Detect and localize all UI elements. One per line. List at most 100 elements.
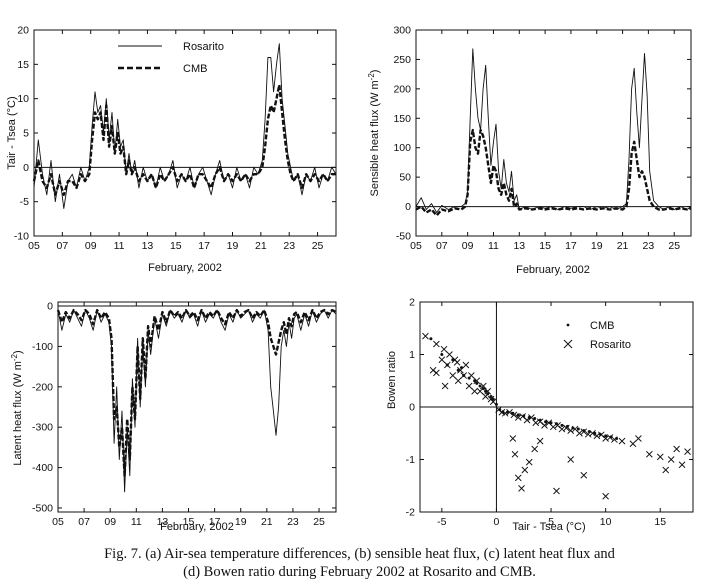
panel-b-xtick-label: 15 — [539, 240, 551, 252]
panel-b-plot-area — [415, 48, 692, 217]
panel-a-ytick-label: 10 — [17, 93, 29, 105]
panel-b-ytick-label: 150 — [393, 113, 411, 125]
panel-d-point-rosarito — [514, 414, 522, 421]
panel-d-point-rosarito — [482, 393, 489, 400]
panel-b-xtick-label: 09 — [462, 240, 474, 252]
panel-d-point-rosarito — [443, 361, 451, 369]
panel-d-point-rosarito — [554, 422, 561, 429]
legend-cmb-label: CMB — [183, 63, 207, 75]
panel-d-point-rosarito — [457, 366, 464, 374]
panel-b-xtick-label: 23 — [643, 240, 655, 252]
panel-d-xtick-label: 15 — [654, 516, 666, 528]
panel-b-xtick-label: 17 — [565, 240, 577, 252]
panel-d-point-rosarito — [514, 474, 522, 482]
panel-d-point-cmb — [604, 434, 608, 438]
panel-d-point-rosarito — [646, 450, 653, 458]
panel-d-point-rosarito — [495, 406, 502, 413]
panel-d-point-rosarito — [509, 435, 517, 442]
panel-c-plot-area — [56, 308, 337, 493]
panel-b-sensible-heat-flux: 05 07 09 11 13 15 17 19 21 23 25 -50 0 50 100 150 200 250… — [367, 25, 692, 276]
panel-a-ytick-label: 0 — [23, 162, 29, 174]
panel-d-point-rosarito — [673, 445, 680, 453]
panel-a-plot-area — [32, 43, 337, 209]
panel-d-point-rosarito — [484, 387, 492, 395]
panel-a-legend: Rosarito CMB — [118, 41, 224, 75]
panel-d-point-cmb — [456, 368, 460, 372]
panel-d-bowen-ratio: -5 0 5 10 15 -2 -1 0 1 2 Tair - Tsea (°C) Bowen r… — [386, 297, 694, 533]
panel-d-point-cmb — [475, 381, 479, 385]
panel-b-ytick-label: 100 — [393, 142, 411, 154]
panel-d-point-rosarito — [580, 471, 588, 479]
panel-d-point-rosarito — [549, 423, 557, 431]
panel-d-point-cmb — [576, 427, 580, 431]
panel-b-xtick-label: 05 — [410, 240, 422, 252]
panel-b-ylabel-end: ) — [369, 70, 381, 74]
panel-b-series-cmb — [415, 128, 692, 217]
panel-a-xtick-label: 11 — [114, 240, 125, 252]
panel-b-xtick-label: 25 — [668, 240, 680, 252]
panel-d-point-cmb — [473, 379, 477, 383]
panel-d-point-rosarito — [454, 377, 462, 385]
panel-d-point-rosarito — [440, 345, 448, 353]
panel-d-point-cmb — [451, 358, 455, 362]
panel-a-xtick-label: 15 — [170, 240, 182, 252]
panel-d-point-rosarito — [518, 485, 525, 492]
panel-d-point-rosarito — [519, 413, 526, 420]
panel-d-point-rosarito — [489, 398, 497, 406]
panel-b-ylabel-main: Sensible heat flux (W m — [369, 80, 381, 196]
panel-b-xlabel: February, 2002 — [516, 264, 590, 276]
panel-c-frame — [57, 301, 337, 513]
panel-d-ytick-label: 0 — [409, 402, 415, 414]
panel-d-point-cmb — [478, 384, 482, 388]
panel-d-point-rosarito — [558, 425, 566, 433]
figure-caption-line-1: Fig. 7. (a) Air-sea temperature differen… — [104, 546, 615, 562]
panel-d-point-rosarito — [480, 382, 487, 390]
panel-c-xtick-label: 11 — [131, 516, 142, 528]
panel-b-frame — [415, 29, 692, 237]
panel-d-point-rosarito — [667, 456, 675, 463]
panel-d-point-rosarito — [468, 372, 475, 379]
panel-a-xtick-label: 07 — [57, 240, 69, 252]
panel-d-xtick-label: 5 — [548, 516, 554, 528]
panel-d-point-rosarito — [433, 340, 440, 348]
panel-d-point-cmb — [484, 389, 488, 393]
panel-b-ytick-label: -50 — [396, 231, 411, 243]
panel-d-xtick-label: 0 — [494, 516, 500, 528]
panel-d-point-rosarito — [584, 430, 592, 438]
panel-d-ytick-label: 2 — [409, 297, 415, 309]
panel-c-xtick-label: 19 — [235, 516, 247, 528]
panel-b-ytick-label: 250 — [393, 54, 411, 66]
panel-a-xtick-label: 21 — [255, 240, 267, 252]
panel-c-xtick-label: 09 — [104, 516, 116, 528]
panel-d-ylabel: Bowen ratio — [386, 351, 398, 409]
panel-d-point-rosarito — [422, 332, 429, 340]
panel-a-ytick-label: 5 — [23, 128, 29, 140]
panel-d-point-rosarito — [611, 436, 618, 443]
panel-d-xtick-label: -5 — [437, 516, 446, 528]
panel-a-xlabel: February, 2002 — [148, 262, 222, 274]
panel-d-point-rosarito — [593, 432, 601, 440]
panel-d-point-rosarito — [662, 466, 670, 474]
panel-c-series-rosarito — [57, 309, 337, 493]
panel-c-axes: 05 07 09 11 13 15 17 19 21 23 25 -500 -400 -300 -200 -1… — [32, 301, 336, 528]
panel-c-ytick-label: -500 — [32, 502, 53, 514]
panel-d-point-rosarito — [532, 419, 540, 427]
panel-c-xtick-label: 23 — [287, 516, 299, 528]
panel-d-point-rosarito — [656, 453, 664, 461]
panel-d-point-rosarito — [684, 448, 691, 455]
panel-b-series-rosarito — [415, 48, 692, 213]
panel-a-xtick-label: 19 — [227, 240, 239, 252]
panel-c-ytick-label: -100 — [32, 341, 53, 353]
legend-rosarito-label: Rosarito — [183, 41, 224, 53]
panel-d-point-rosarito — [576, 429, 583, 437]
panel-a-xtick-label: 13 — [142, 240, 154, 252]
panel-b-ylabel-sup: -2 — [367, 73, 376, 81]
panel-b-xtick-label: 21 — [617, 240, 629, 252]
panel-d-point-rosarito — [465, 382, 473, 390]
panel-d-point-rosarito — [511, 450, 519, 458]
panel-d-point-cmb — [560, 423, 564, 427]
panel-d-point-rosarito — [438, 356, 446, 364]
panel-d-point-rosarito — [501, 409, 509, 417]
panel-d-point-rosarito — [476, 387, 484, 395]
panel-c-ylabel-main: Latent heat flux (W m — [12, 361, 24, 466]
